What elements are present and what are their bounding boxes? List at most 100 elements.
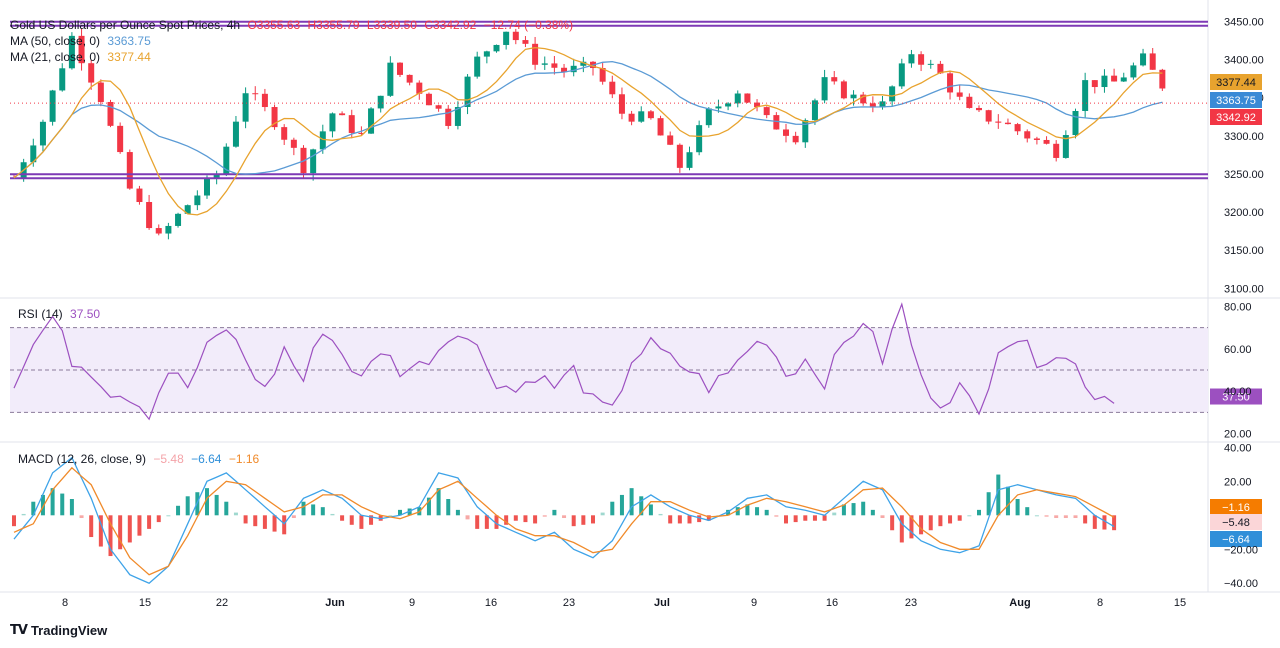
tradingview-mark-icon: 𝗧𝗩 bbox=[10, 622, 28, 637]
macd-histogram-bar bbox=[1015, 499, 1020, 516]
candle-body bbox=[667, 135, 674, 145]
symbol-title: Gold US Dollars per Ounce Spot Prices, 4… bbox=[10, 18, 241, 32]
macd-histogram-bar bbox=[957, 515, 962, 521]
candle-body bbox=[802, 120, 809, 143]
ohlc-low: L3339.50 bbox=[366, 18, 417, 32]
price-axis-tick: 3150.00 bbox=[1224, 245, 1264, 257]
macd-histogram-bar bbox=[513, 515, 518, 521]
candle-body bbox=[850, 94, 857, 99]
candle-body bbox=[39, 121, 46, 146]
macd-histogram-bar bbox=[233, 512, 238, 516]
macd-histogram-bar bbox=[40, 494, 45, 516]
candle-body bbox=[551, 63, 558, 68]
candle-body bbox=[1062, 135, 1069, 158]
macd-histogram-bar bbox=[822, 515, 827, 521]
candle-body bbox=[368, 108, 375, 134]
candle-body bbox=[213, 174, 220, 178]
candle-body bbox=[744, 93, 751, 103]
macd-histogram-bar bbox=[185, 496, 190, 516]
chart-header: Gold US Dollars per Ounce Spot Prices, 4… bbox=[10, 17, 577, 33]
time-axis-tick: 16 bbox=[826, 597, 838, 609]
macd-signal-line bbox=[13, 466, 1115, 576]
macd-legend-label: MACD (12, 26, close, 9) bbox=[18, 452, 147, 466]
macd-histogram-bar bbox=[12, 515, 16, 527]
time-axis-tick: 16 bbox=[485, 597, 497, 609]
candle-body bbox=[647, 111, 654, 119]
macd-histogram-bar bbox=[301, 501, 306, 516]
candle-body bbox=[869, 103, 876, 108]
candle-body bbox=[1072, 110, 1079, 136]
macd-histogram-bar bbox=[668, 515, 673, 524]
macd-histogram-bar bbox=[793, 515, 798, 523]
ma50-legend[interactable]: MA (50, close, 0) 3363.75 bbox=[10, 33, 155, 49]
candle-body bbox=[783, 129, 789, 136]
candle-body bbox=[117, 125, 124, 153]
candle-body bbox=[985, 110, 992, 122]
macd-axis-tick: −40.00 bbox=[1224, 578, 1258, 590]
macd-histogram-bar bbox=[928, 515, 933, 531]
time-axis-tick: 8 bbox=[62, 597, 68, 609]
price-tag-label-last: 3342.92 bbox=[1216, 112, 1256, 124]
time-axis-tick: Jul bbox=[654, 597, 670, 609]
price-axis-tick: 3250.00 bbox=[1224, 169, 1264, 181]
ohlc-close: C3342.92 bbox=[424, 18, 477, 32]
macd-histogram-bar bbox=[504, 515, 509, 525]
candle-body bbox=[136, 188, 143, 203]
time-axis-tick: 9 bbox=[409, 597, 415, 609]
candle-body bbox=[773, 115, 780, 130]
candle-body bbox=[696, 125, 703, 153]
macd-histogram-bar bbox=[571, 515, 576, 527]
macd-tag-label-macd: −6.64 bbox=[1222, 534, 1250, 546]
ma50-line bbox=[13, 60, 1163, 179]
macd-histogram-bar bbox=[166, 515, 171, 517]
macd-histogram-bar bbox=[1025, 507, 1030, 516]
macd-histogram-bar bbox=[272, 515, 277, 532]
candle-body bbox=[223, 146, 230, 175]
rsi-legend-value: 37.50 bbox=[70, 307, 101, 321]
candle-body bbox=[898, 63, 905, 87]
macd-histogram-bar bbox=[1073, 515, 1078, 519]
candle-body bbox=[657, 118, 664, 136]
macd-histogram-bar bbox=[619, 494, 624, 516]
candle-body bbox=[107, 101, 114, 126]
price-tag-ma21 bbox=[1210, 74, 1262, 90]
ma21-line bbox=[13, 46, 1163, 216]
price-tag-ma50 bbox=[1210, 92, 1262, 108]
macd-legend[interactable]: MACD (12, 26, close, 9) −5.48 −6.64 −1.1… bbox=[18, 451, 263, 467]
macd-histogram-bar bbox=[69, 499, 74, 516]
rsi-legend-label: RSI (14) bbox=[18, 307, 63, 321]
macd-histogram-bar bbox=[648, 504, 653, 516]
candle-body bbox=[763, 107, 770, 116]
candle-body bbox=[512, 31, 519, 41]
rsi-legend[interactable]: RSI (14) 37.50 bbox=[18, 306, 104, 322]
candle-body bbox=[1140, 53, 1147, 66]
price-axis-tick: 3400.00 bbox=[1224, 55, 1264, 67]
macd-histogram-bar bbox=[841, 504, 846, 516]
candle-body bbox=[329, 113, 336, 132]
macd-histogram-bar bbox=[629, 488, 634, 516]
candle-body bbox=[638, 111, 645, 122]
macd-histogram-bar bbox=[1102, 515, 1107, 530]
candle-body bbox=[30, 145, 37, 163]
candle-body bbox=[348, 115, 355, 133]
macd-tag-histogram bbox=[1210, 514, 1262, 530]
ohlc-change: −12.74 (−0.38%) bbox=[483, 18, 574, 32]
candle-body bbox=[995, 121, 1002, 123]
macd-histogram-bar bbox=[176, 505, 181, 516]
macd-histogram-bar bbox=[253, 515, 258, 527]
macd-axis-tick: 20.00 bbox=[1224, 476, 1252, 488]
tradingview-logo[interactable]: 𝗧𝗩 TradingView bbox=[10, 622, 107, 638]
time-axis-tick: 23 bbox=[905, 597, 917, 609]
macd-histogram-bar bbox=[243, 515, 248, 524]
rsi-axis-tick: 80.00 bbox=[1224, 301, 1252, 313]
candle-body bbox=[252, 93, 259, 95]
macd-histogram-bar bbox=[523, 515, 528, 523]
macd-histogram-bar bbox=[591, 515, 595, 524]
time-axis-tick: 15 bbox=[139, 597, 151, 609]
candle-body bbox=[831, 77, 838, 82]
macd-histogram-bar bbox=[812, 515, 817, 521]
ma21-legend[interactable]: MA (21, close, 0) 3377.44 bbox=[10, 49, 155, 65]
price-axis-tick: 3300.00 bbox=[1224, 131, 1264, 143]
macd-histogram-bar bbox=[938, 515, 943, 527]
